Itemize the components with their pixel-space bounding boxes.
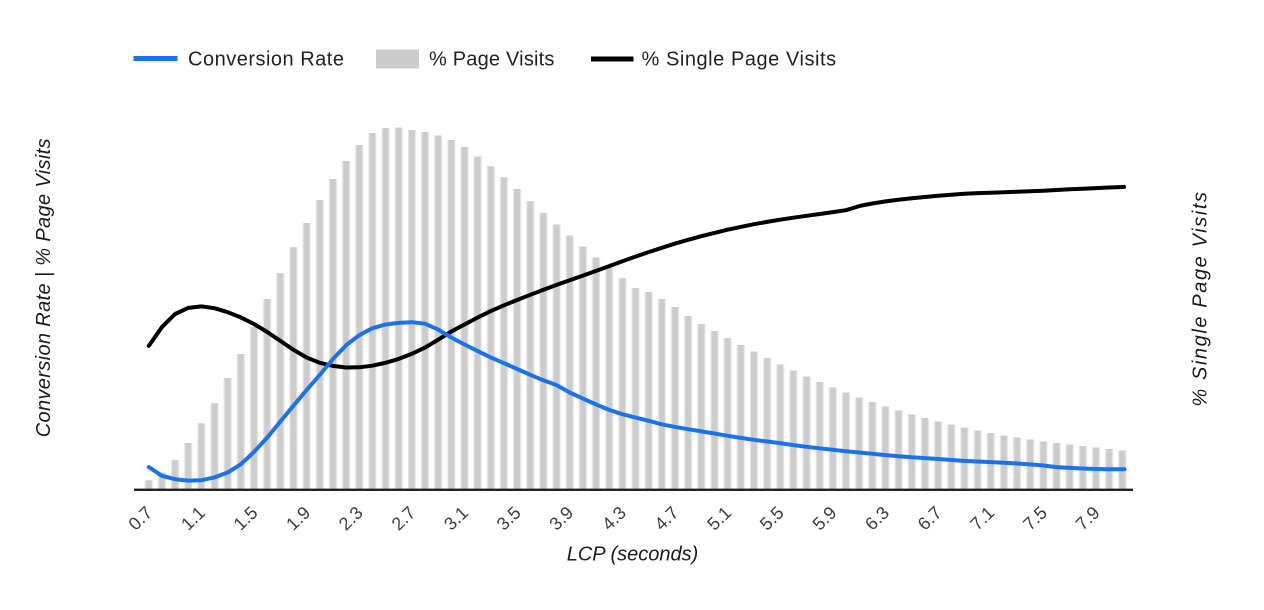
svg-text:LCP (seconds): LCP (seconds) <box>567 544 699 566</box>
svg-text:% Single Page Visits: % Single Page Visits <box>1190 190 1212 406</box>
svg-text:% Single Page Visits: % Single Page Visits <box>642 49 837 71</box>
svg-text:Conversion Rate | % Page Visit: Conversion Rate | % Page Visits <box>33 138 55 437</box>
svg-text:Conversion Rate: Conversion Rate <box>188 49 344 71</box>
svg-text:% Page Visits: % Page Visits <box>429 49 555 71</box>
